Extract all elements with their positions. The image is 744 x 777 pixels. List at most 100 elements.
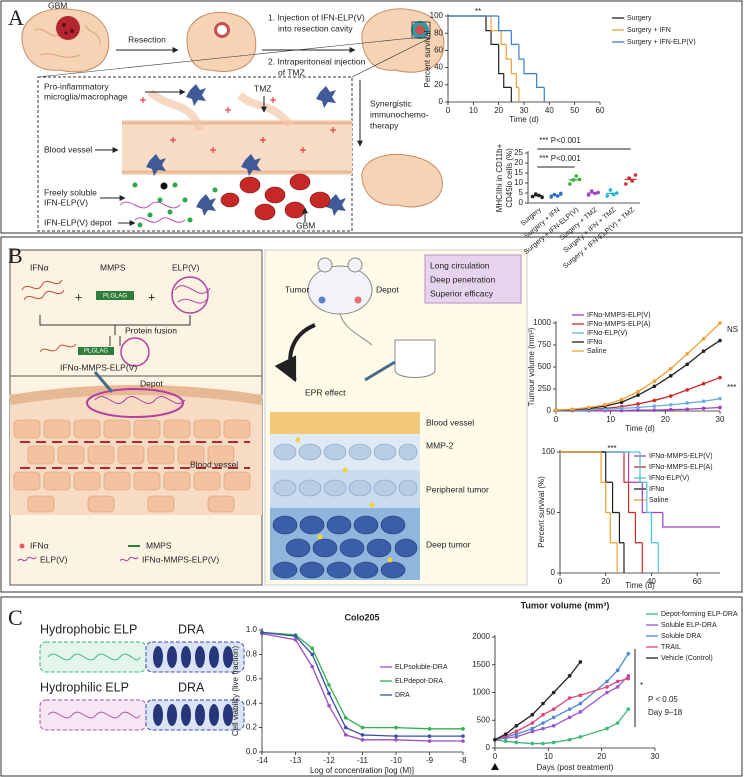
legend-label: IFNα-MMPS-ELP(V) [649,453,713,460]
x-tick-label: -8 [459,756,467,765]
annotation: P < 0.05 [648,695,678,704]
y-tick-label: 0 [439,97,444,106]
data-point [652,398,657,403]
data-point [652,379,657,383]
x-tick-label: 20 [494,106,503,115]
panel-c-illustration-part [47,653,141,661]
data-point [636,393,640,397]
panel-b-illustration-part [93,371,114,393]
data-point [669,394,673,398]
data-point [293,637,298,642]
panel-a-illustration-part [119,201,186,223]
survival-step [623,452,629,483]
label: Hydrophilic ELP [40,680,129,694]
label: TMZ [254,83,271,93]
panel-c-illustration-part-part [181,646,191,668]
label: Freely soluble [44,187,97,197]
survival-step [490,16,502,32]
panel-b-illustration-part-part [103,419,131,439]
panel-b-illustration-part-part [394,538,418,558]
survival-step [515,73,519,88]
panel-b-illustration-part-part [398,443,418,461]
panel-b-illustration-part-part [323,443,347,461]
data-point [541,721,545,725]
y-axis-label: MHCIIhi in CD11b+ [495,143,504,212]
y-tick-label: 0.0 [246,747,258,756]
survival-step [510,30,519,45]
panel-b-illustration-part-part [369,502,375,508]
survival-step [503,73,512,88]
panel-b-illustration-part-part [57,445,85,465]
y-tick-label: 0 [486,743,491,752]
x-tick-label: 10 [544,752,553,761]
panel-a-illustration-part-part [225,107,231,113]
legend-label: ELPsoluble-DRA [395,664,448,671]
y-tick-label: 1000 [533,318,551,327]
data-point [551,740,556,745]
label: DRA [178,680,205,694]
panel-c-illustration-part-part [167,646,177,668]
survival-step [611,482,620,514]
label: MMPS [100,262,126,272]
panel-b-illustration: + + [9,249,528,586]
data-point [669,374,673,378]
label: DRA [178,622,205,636]
x-tick-label: 40 [647,577,656,586]
panel-b-illustration-part-part [223,471,251,491]
y-tick-label: 1000 [472,688,490,697]
panel-c-illustration-part-part [223,704,233,726]
data-point [578,735,583,739]
data-point [503,739,508,744]
panel-b-illustration-part-part [163,419,191,439]
data-point [570,407,575,412]
panel-a-illustration-part-part [212,187,218,193]
data-point [685,388,689,392]
panel-b-illustration-part-part [373,479,397,497]
label: IFN-ELP(V) depot [44,217,112,227]
panel-a-illustration-part [56,16,80,40]
panel-a-illustration-part [37,37,431,78]
label: IFNα [30,262,49,272]
data-point [626,651,631,656]
panel-a-illustration-part [122,121,352,174]
panel-b-illustration-part-part [298,443,322,461]
panel-b-illustration-part [424,254,522,304]
x-tick-label: 20 [601,577,610,586]
panel-c-illustration [39,641,245,731]
legend-label: Saline [587,348,607,355]
label: ELP(V) [172,262,200,272]
data-point [578,710,583,714]
panel-b-illustration-part [19,543,25,549]
legend-label: IFNα [587,339,602,346]
x-tick-label: 60 [693,577,702,586]
legend-label: DRA [395,692,410,699]
data-point [541,701,545,706]
label: Blood vessel [190,459,238,469]
data-point [530,721,535,725]
y-tick-label: 0.6 [246,674,258,683]
label: Depot [376,284,399,294]
label: Hydrophobic ELP [40,622,137,636]
panel-b-illustration-part [13,419,251,513]
data-point [461,739,465,743]
panel-a-illustration-part [147,88,294,132]
legend-label: Soluble ELP-DRA [661,622,717,629]
survival-step [490,30,499,45]
plus: + [75,290,82,304]
panel-a-illustration-part [361,153,443,208]
survival-step [662,512,720,528]
panel-a-illustration-part [140,97,336,153]
panel-b-illustration-part [273,443,418,497]
label: Superior efficacy [430,288,494,298]
data-point [394,725,398,730]
panel-b-illustration-part-part [298,479,322,497]
panel-b-illustration-part-part [317,534,323,540]
panel-b-illustration-part-part [87,495,115,513]
panel-c-illustration-part-part [209,646,219,668]
panel-b-illustration-part [364,360,396,382]
panel-b-illustration-part-part [387,557,393,563]
y-tick-label: 0 [519,198,524,207]
data-point [578,701,583,706]
panel-b-illustration-part [21,279,65,301]
panel-b-illustration-part-part [398,479,418,497]
